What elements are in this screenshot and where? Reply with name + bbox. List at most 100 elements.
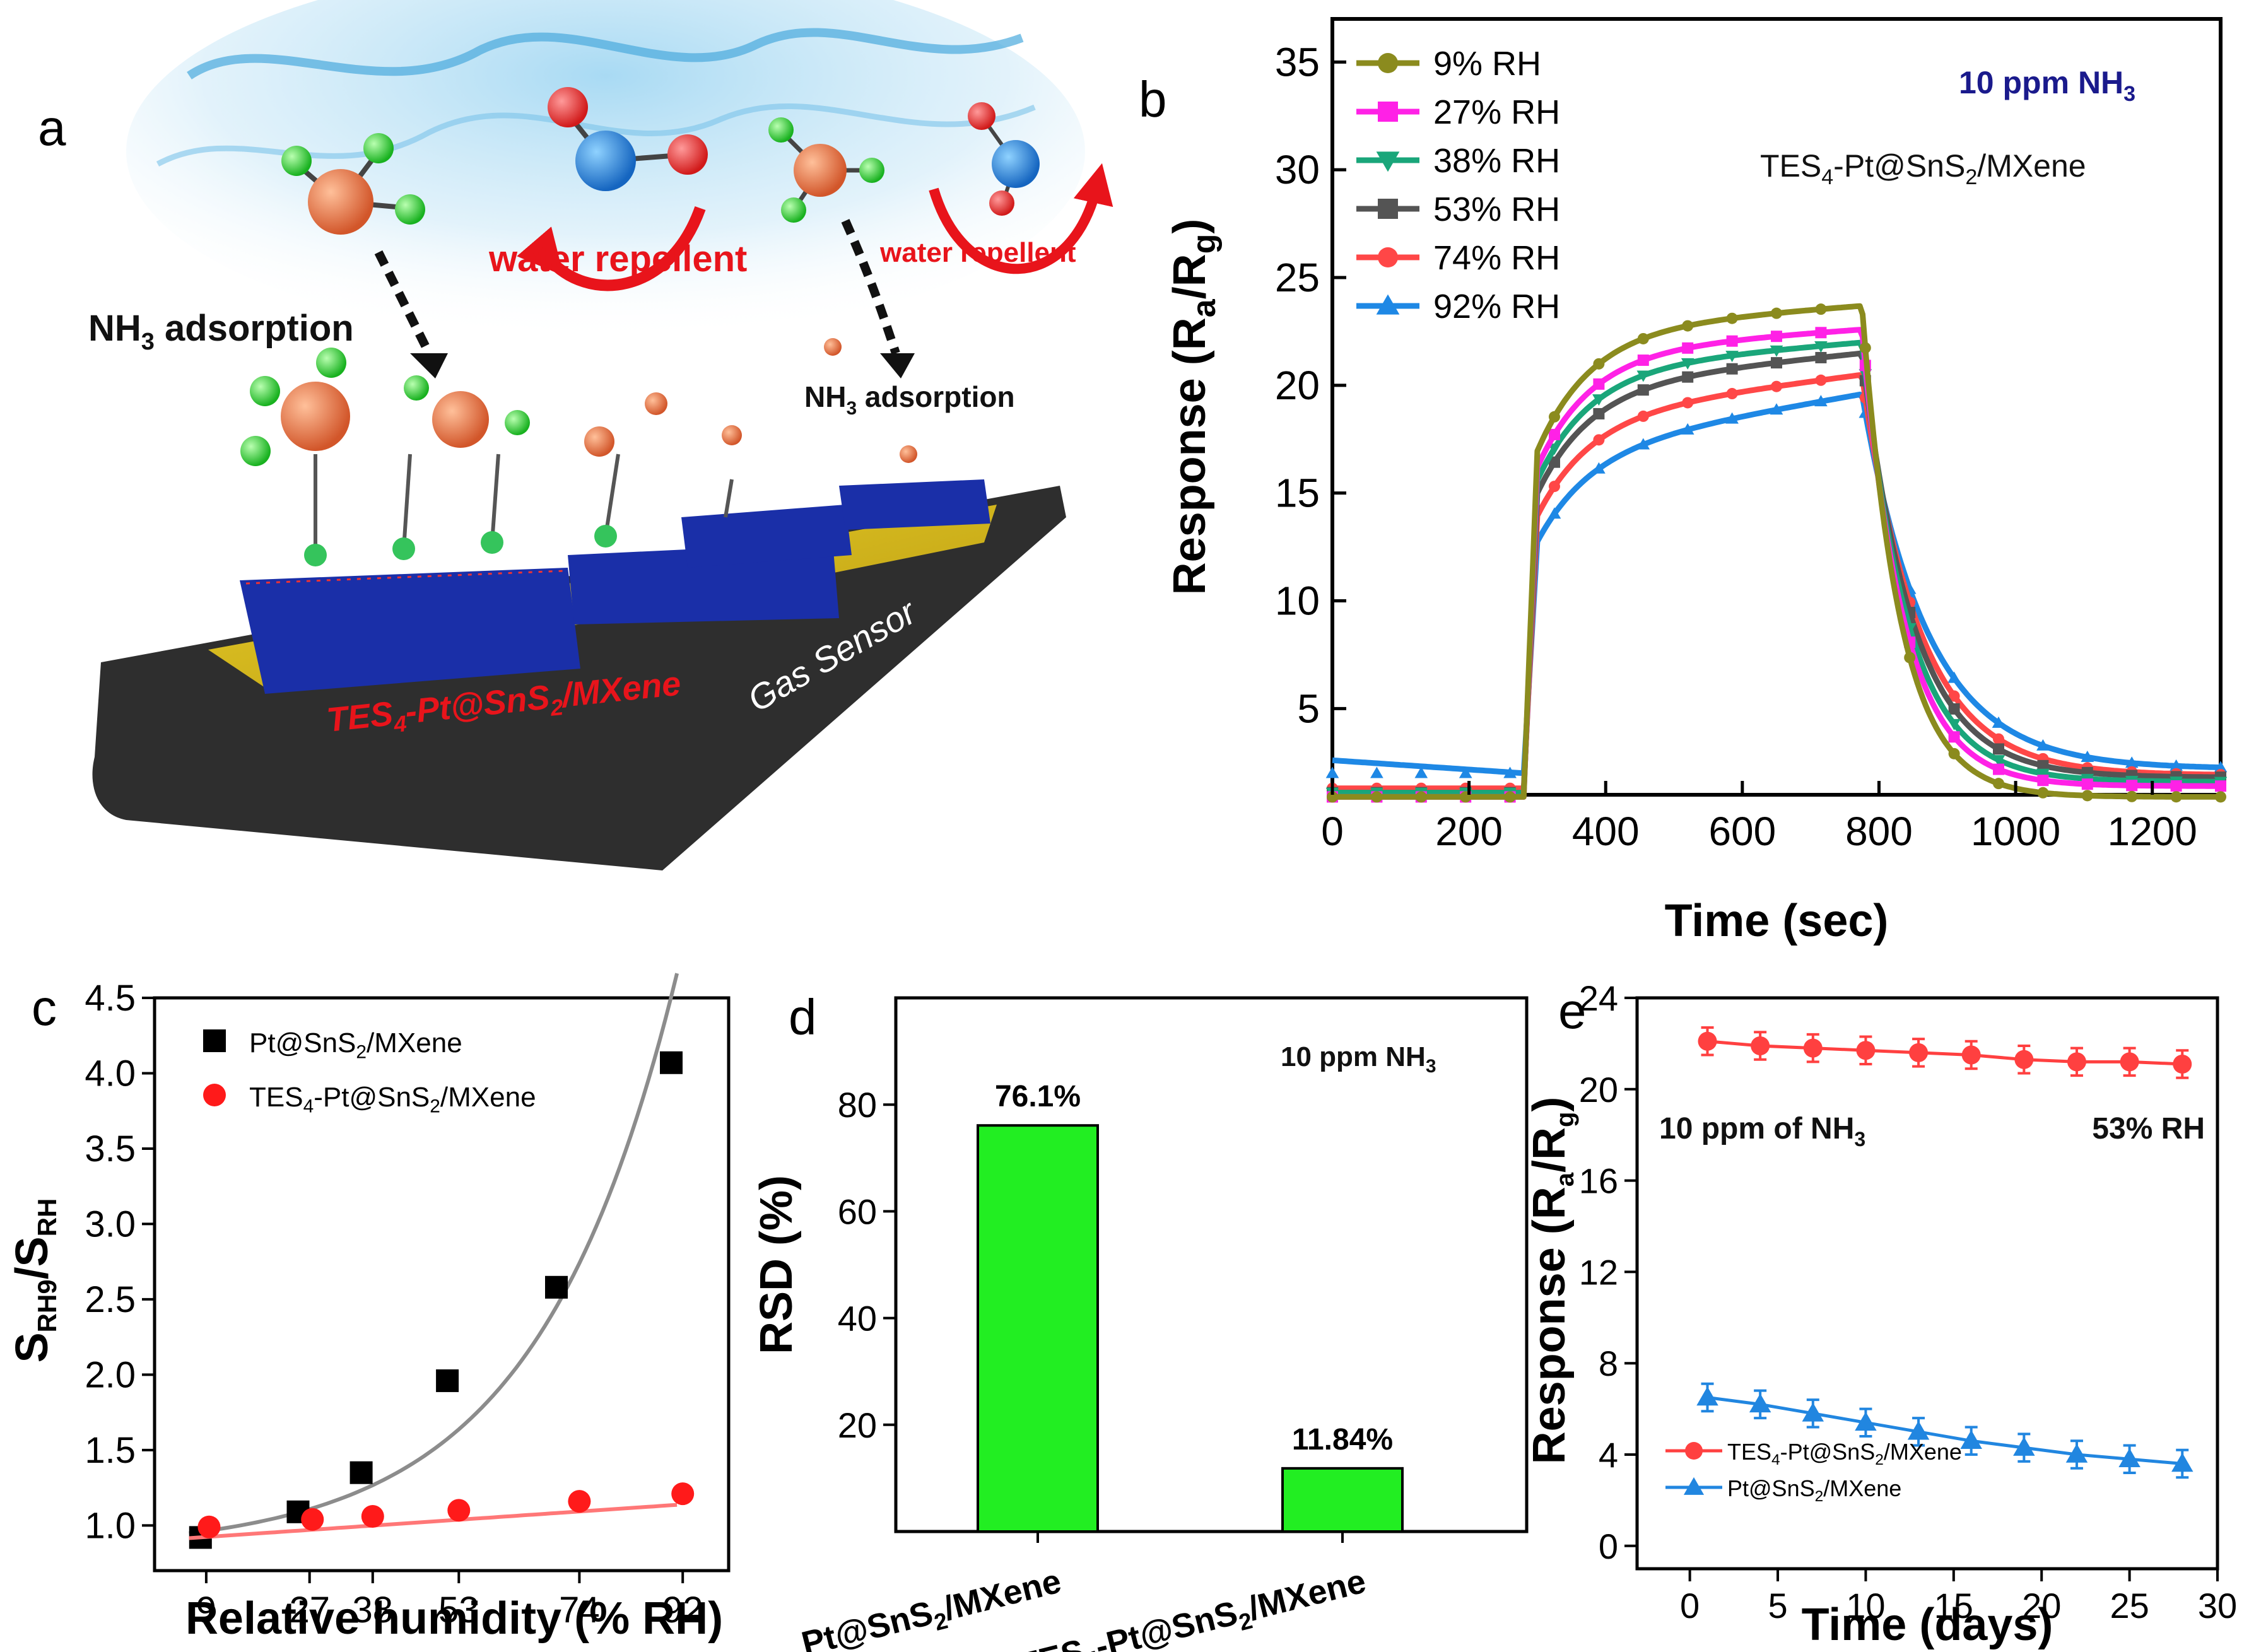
- adsorption-arrowhead-left: [410, 353, 448, 378]
- series-point: [1682, 320, 1694, 332]
- panel-a-schematic: a water repellent water repellent: [38, 0, 1113, 870]
- data-point: [1909, 1043, 1929, 1062]
- legend-label: 74% RH: [1433, 239, 1560, 277]
- x-tick-label: 38: [353, 1590, 394, 1631]
- nh3-adsorption-label-right: NH3 adsorption: [804, 380, 1015, 419]
- series-point: [1547, 507, 1561, 519]
- series-point: [1371, 791, 1383, 803]
- series-point: [1947, 718, 1961, 730]
- y-tick-label: 25: [1275, 255, 1320, 300]
- y-tick-label: 20: [838, 1405, 877, 1445]
- x-tick-label: 0: [1321, 809, 1344, 854]
- series-point: [1593, 407, 1605, 419]
- mxene-flake-1-texture: [245, 570, 565, 585]
- repellent-arrow-right: [929, 163, 1113, 274]
- series-point: [1993, 733, 2004, 745]
- legend-label: Pt@SnS2/MXene: [249, 1028, 462, 1063]
- legend-label: 53% RH: [1433, 190, 1560, 228]
- series-point: [1414, 766, 1428, 778]
- bar: [1281, 1467, 1404, 1533]
- series-point: [1549, 481, 1560, 493]
- data-point: [1961, 1045, 1981, 1065]
- data-point: [1802, 1402, 1824, 1422]
- panel-b-series-group: [1325, 303, 2228, 803]
- x-tick-label: 0: [1680, 1586, 1700, 1626]
- panel-c-plot-group: [189, 973, 695, 1549]
- series-point: [1948, 747, 1960, 759]
- series-point: [2036, 739, 2050, 751]
- series-point: [1815, 374, 1827, 386]
- legend-label: TES4-Pt@SnS2/MXene: [249, 1082, 536, 1117]
- series-point: [1593, 378, 1605, 390]
- series-point: [1726, 363, 1738, 375]
- panel-e-legend: TES4-Pt@SnS2/MXene Pt@SnS2/MXene: [1665, 1439, 1962, 1505]
- x-tick-label: 92: [662, 1590, 703, 1631]
- x-tick-label: 600: [1708, 809, 1776, 854]
- x-tick-label: 27: [289, 1590, 330, 1631]
- panel-d-y-axis-label: RSD (%): [751, 1175, 802, 1354]
- panel-e-chart: e 0 5 10 15 20 25 30 0 4 8 12 16 20 24 TES4-Pt@SnS2/M…: [1524, 978, 2237, 1650]
- ammonia-molecule-2: [768, 117, 884, 223]
- series-point: [2081, 751, 2094, 763]
- bar-value-label: 11.84%: [1292, 1423, 1393, 1456]
- series-point: [1325, 766, 1339, 778]
- y-tick-label: 16: [1579, 1161, 1618, 1201]
- series-point: [1459, 766, 1472, 778]
- series-point: [1771, 331, 1782, 343]
- series-point: [1636, 438, 1650, 450]
- series-point: [2215, 780, 2226, 792]
- series-point: [2126, 790, 2138, 802]
- legend-marker: [203, 1084, 226, 1106]
- x-tick-label: 200: [1435, 809, 1503, 854]
- data-point: [1907, 1421, 1930, 1440]
- y-tick-label: 4: [1599, 1435, 1618, 1475]
- series-point: [1682, 397, 1694, 409]
- series-point: [1770, 345, 1783, 357]
- legend-label: 92% RH: [1433, 288, 1560, 325]
- series-point: [2126, 780, 2138, 792]
- legend-marker: [1685, 1442, 1703, 1460]
- legend-marker: [1378, 199, 1398, 219]
- series-point: [1593, 434, 1605, 446]
- legend-marker: [1683, 1477, 1705, 1495]
- series-point: [1859, 342, 1871, 354]
- y-tick-label: 12: [1579, 1252, 1618, 1292]
- data-point: [1749, 1393, 1771, 1413]
- panel-b-axes: 0 200 400 600 800 1000 1200 5 10 15 20 25 30 35: [1275, 39, 2197, 854]
- data-point: [660, 1051, 683, 1074]
- series-point: [1814, 341, 1828, 353]
- series-line: [1707, 1040, 2183, 1066]
- data-point: [1856, 1041, 1876, 1060]
- panel-b-legend: 9% RH 27% RH 38% RH 53% RH 74% RH 92% RH: [1356, 45, 1560, 325]
- fit-curve: [189, 1503, 678, 1540]
- panel-a-letter: a: [38, 100, 66, 156]
- series-point: [1904, 652, 1916, 664]
- x-tick-label: 1200: [2108, 809, 2197, 854]
- series-point: [2125, 756, 2139, 768]
- mxene-flake-1: [240, 568, 580, 694]
- series-point: [2037, 775, 2049, 787]
- series-point: [1993, 763, 2004, 775]
- panel-b-x-axis-label: Time (sec): [1665, 896, 1889, 946]
- series-point: [1947, 671, 1961, 683]
- panel-e-axes: 0 5 10 15 20 25 30 0 4 8 12 16 20 24: [1579, 978, 2237, 1626]
- y-tick-label: 20: [1275, 363, 1320, 408]
- y-tick-label: 20: [1579, 1070, 1618, 1110]
- series-point: [2170, 791, 2182, 803]
- legend-label: 9% RH: [1433, 45, 1541, 83]
- y-tick-label: 3.5: [85, 1128, 136, 1169]
- panel-d-plot-group: 76.1% 11.84%: [977, 1080, 1404, 1533]
- series-point: [2081, 790, 2093, 802]
- legend-marker: [1378, 102, 1398, 122]
- series-point: [1725, 412, 1739, 424]
- y-tick-label: 5: [1297, 686, 1320, 731]
- series-point: [1770, 403, 1783, 415]
- panel-d-plot-frame: [894, 996, 1529, 1533]
- panel-c-plot-frame: [153, 996, 731, 1573]
- y-tick-label: 4.0: [85, 1053, 136, 1094]
- legend-label: Pt@SnS2/MXene: [1727, 1475, 1901, 1505]
- panel-e-annotation-left: 10 ppm of NH3: [1659, 1112, 1865, 1151]
- bar: [977, 1124, 1099, 1533]
- data-point: [301, 1508, 324, 1531]
- mxene-flake-2: [568, 542, 839, 624]
